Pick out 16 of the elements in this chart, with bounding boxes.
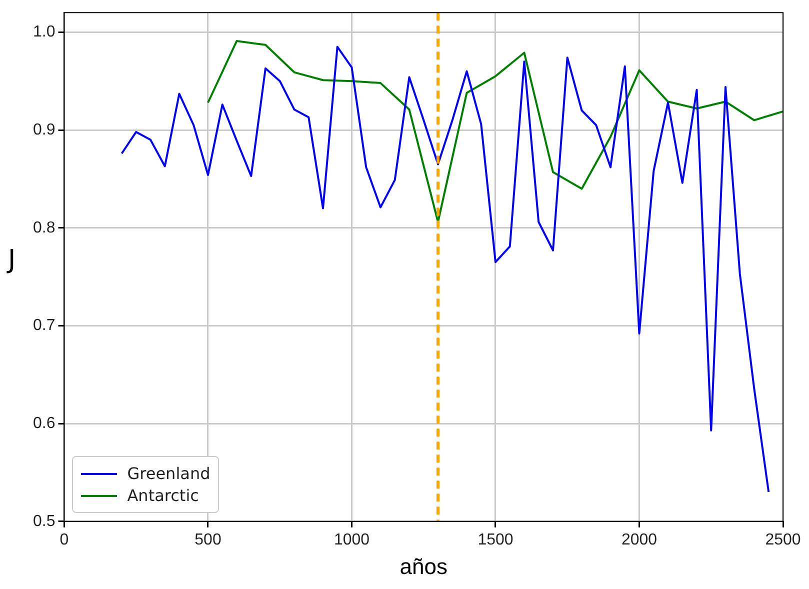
x-tick-label: 2500 [765, 531, 801, 548]
y-tick-label: 0.5 [32, 512, 56, 530]
legend-label: Antarctic [127, 486, 199, 506]
x-axis-title: años [400, 554, 448, 579]
y-tick-label: 0.7 [32, 317, 56, 334]
legend-label: Greenland [127, 464, 210, 484]
y-tick-label: 0.6 [32, 414, 56, 432]
x-tick-label: 1000 [334, 531, 370, 548]
y-tick-label: 1.0 [32, 24, 56, 41]
y-tick-label: 0.8 [32, 219, 56, 236]
y-tick-label: 0.9 [32, 121, 56, 138]
x-tick-label: 0 [60, 531, 69, 548]
x-tick-label: 1500 [478, 531, 514, 548]
y-axis-title: J [8, 245, 16, 275]
x-tick-label: 500 [194, 531, 222, 548]
x-tick-label: 2000 [621, 531, 658, 548]
